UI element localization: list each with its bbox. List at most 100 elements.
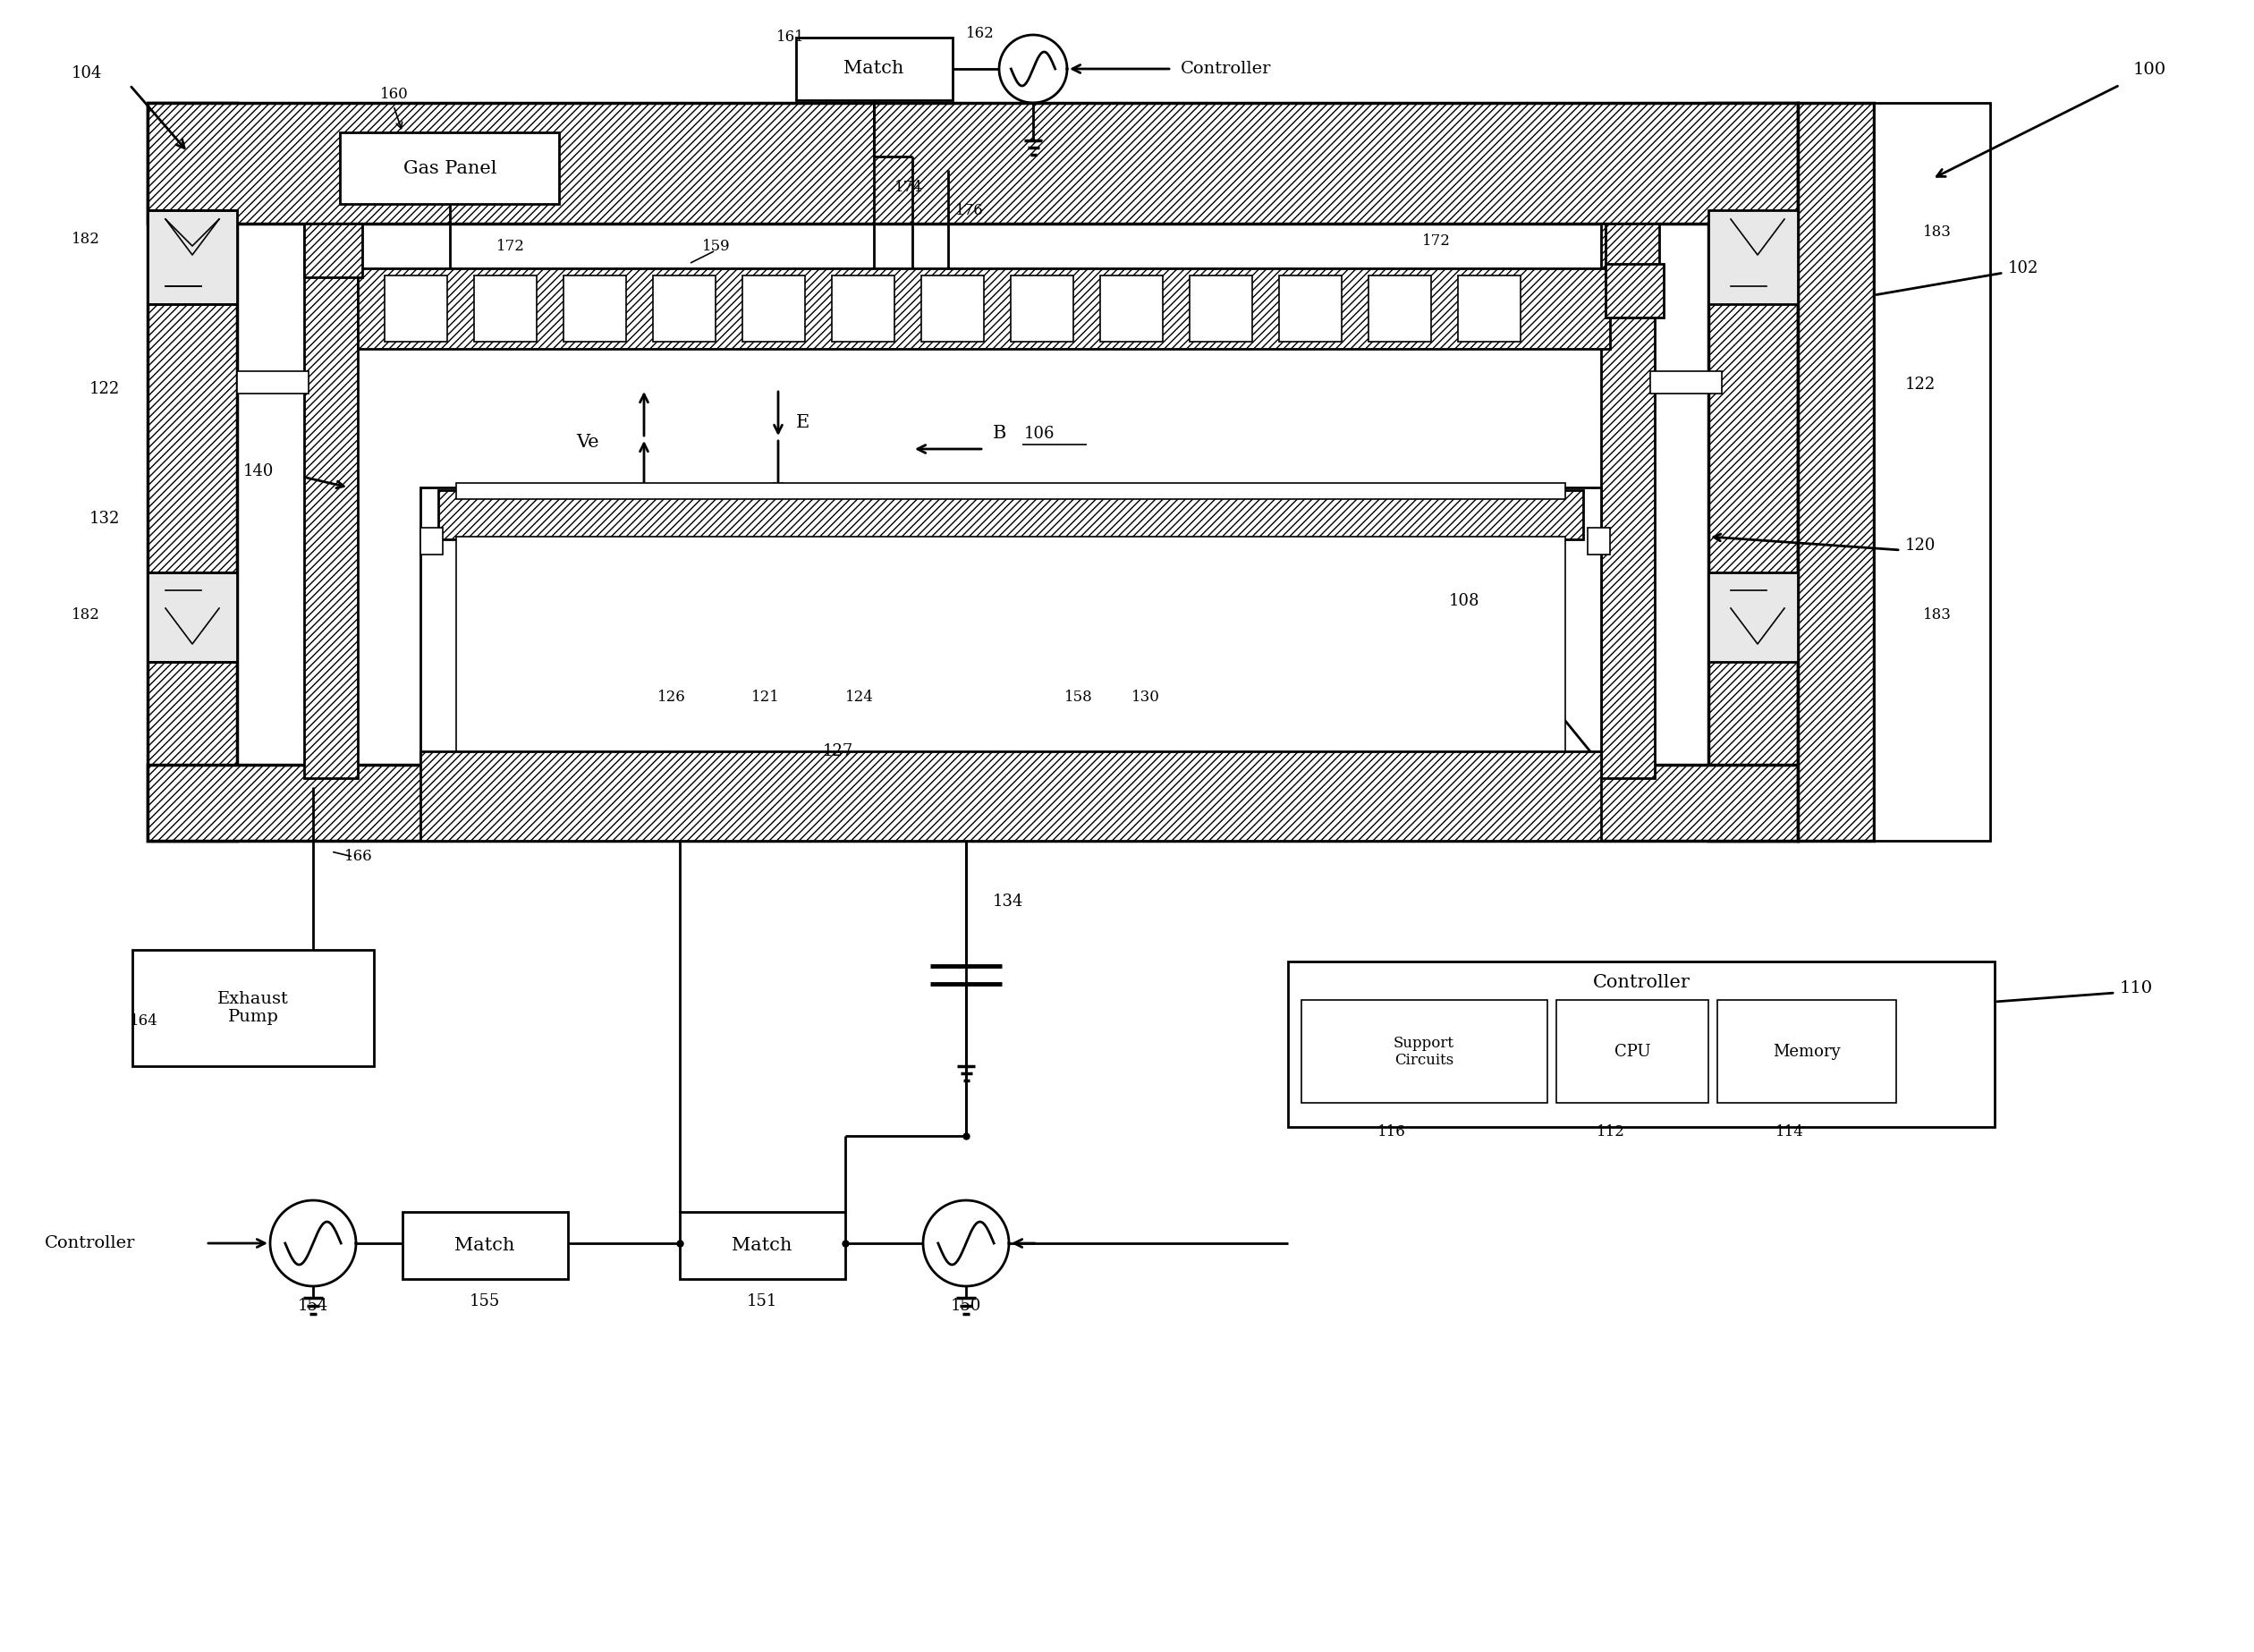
Bar xyxy=(796,38,953,101)
Text: 122: 122 xyxy=(90,382,119,396)
Text: 108: 108 xyxy=(1449,593,1481,610)
Text: 121: 121 xyxy=(751,691,780,705)
Bar xyxy=(421,527,442,555)
Polygon shape xyxy=(147,573,237,662)
Text: 127: 127 xyxy=(823,743,854,760)
Text: 183: 183 xyxy=(1923,225,1952,240)
Text: 130: 130 xyxy=(1132,691,1161,705)
Bar xyxy=(1873,102,1990,841)
Text: Controller: Controller xyxy=(45,1236,135,1251)
Bar xyxy=(1799,102,1873,841)
Bar xyxy=(1458,276,1521,342)
Bar xyxy=(385,276,446,342)
Bar xyxy=(681,1213,845,1279)
Bar xyxy=(1190,276,1253,342)
Text: 159: 159 xyxy=(703,238,730,253)
Text: CPU: CPU xyxy=(1614,1044,1650,1061)
Bar xyxy=(455,537,1564,760)
Bar xyxy=(922,276,985,342)
Text: 110: 110 xyxy=(2119,980,2153,996)
Text: 151: 151 xyxy=(746,1294,778,1310)
Text: 140: 140 xyxy=(243,463,275,479)
Text: 182: 182 xyxy=(72,608,99,623)
Bar xyxy=(1555,999,1709,1104)
Text: 183: 183 xyxy=(1923,608,1952,623)
Text: 182: 182 xyxy=(72,231,99,248)
Bar xyxy=(832,276,895,342)
Bar xyxy=(147,102,237,841)
Bar xyxy=(1368,276,1431,342)
Text: 106: 106 xyxy=(1023,426,1055,441)
Text: 166: 166 xyxy=(345,849,372,864)
Text: 102: 102 xyxy=(2008,261,2040,276)
Text: E: E xyxy=(796,413,809,431)
Text: 154: 154 xyxy=(298,1298,329,1313)
Bar xyxy=(742,276,805,342)
Bar xyxy=(340,132,559,203)
Bar xyxy=(1301,999,1548,1104)
Text: 100: 100 xyxy=(2132,61,2166,78)
Text: 176: 176 xyxy=(956,203,983,218)
Bar xyxy=(1600,223,1654,778)
Text: Memory: Memory xyxy=(1774,1044,1842,1061)
Text: 161: 161 xyxy=(775,30,805,45)
Bar xyxy=(437,491,1582,539)
Bar xyxy=(1587,527,1609,555)
Text: 116: 116 xyxy=(1377,1123,1406,1138)
Bar xyxy=(358,268,1609,349)
Text: Exhaust
Pump: Exhaust Pump xyxy=(216,991,289,1026)
Bar xyxy=(564,276,627,342)
Bar xyxy=(1100,276,1163,342)
Bar xyxy=(1718,999,1896,1104)
Bar xyxy=(1278,276,1341,342)
Bar xyxy=(421,487,1600,765)
Polygon shape xyxy=(147,210,237,304)
Text: 158: 158 xyxy=(1064,691,1093,705)
Text: 132: 132 xyxy=(90,510,119,527)
Bar xyxy=(473,276,536,342)
Bar xyxy=(147,765,1799,841)
Text: 162: 162 xyxy=(967,26,994,41)
Bar xyxy=(237,372,309,393)
Bar xyxy=(403,1213,568,1279)
Text: Gas Panel: Gas Panel xyxy=(403,160,496,177)
Bar xyxy=(1010,276,1073,342)
Text: 174: 174 xyxy=(895,180,922,195)
Text: Controller: Controller xyxy=(1181,61,1271,78)
Bar xyxy=(147,102,1799,223)
Bar xyxy=(304,223,363,278)
Bar xyxy=(1709,102,1799,841)
Text: Match: Match xyxy=(733,1237,791,1254)
Text: 150: 150 xyxy=(951,1298,980,1313)
Text: 164: 164 xyxy=(131,1014,158,1029)
Text: 104: 104 xyxy=(72,66,101,81)
Text: B: B xyxy=(992,425,1008,443)
Bar xyxy=(304,223,358,778)
Text: Support
Circuits: Support Circuits xyxy=(1393,1036,1454,1069)
Text: 122: 122 xyxy=(1905,377,1936,393)
Bar xyxy=(133,950,374,1066)
Text: 155: 155 xyxy=(469,1294,500,1310)
Text: Ve: Ve xyxy=(577,434,600,451)
Text: 124: 124 xyxy=(845,691,875,705)
Text: Match: Match xyxy=(843,61,904,78)
Text: 112: 112 xyxy=(1596,1123,1625,1138)
Text: 114: 114 xyxy=(1776,1123,1803,1138)
Polygon shape xyxy=(1709,573,1799,662)
Text: 160: 160 xyxy=(381,86,408,101)
Text: 134: 134 xyxy=(992,894,1023,910)
Bar xyxy=(1650,372,1722,393)
Text: 172: 172 xyxy=(1422,235,1452,249)
Bar xyxy=(654,276,715,342)
Polygon shape xyxy=(1709,210,1799,304)
Text: 172: 172 xyxy=(496,238,525,253)
Text: Match: Match xyxy=(455,1237,514,1254)
Text: 126: 126 xyxy=(658,691,685,705)
Bar xyxy=(1605,223,1659,278)
Bar xyxy=(455,482,1564,499)
Text: 120: 120 xyxy=(1905,537,1936,553)
Text: Controller: Controller xyxy=(1594,973,1690,991)
Bar xyxy=(421,752,1600,841)
Bar xyxy=(1605,264,1663,317)
Bar xyxy=(1287,961,1995,1127)
